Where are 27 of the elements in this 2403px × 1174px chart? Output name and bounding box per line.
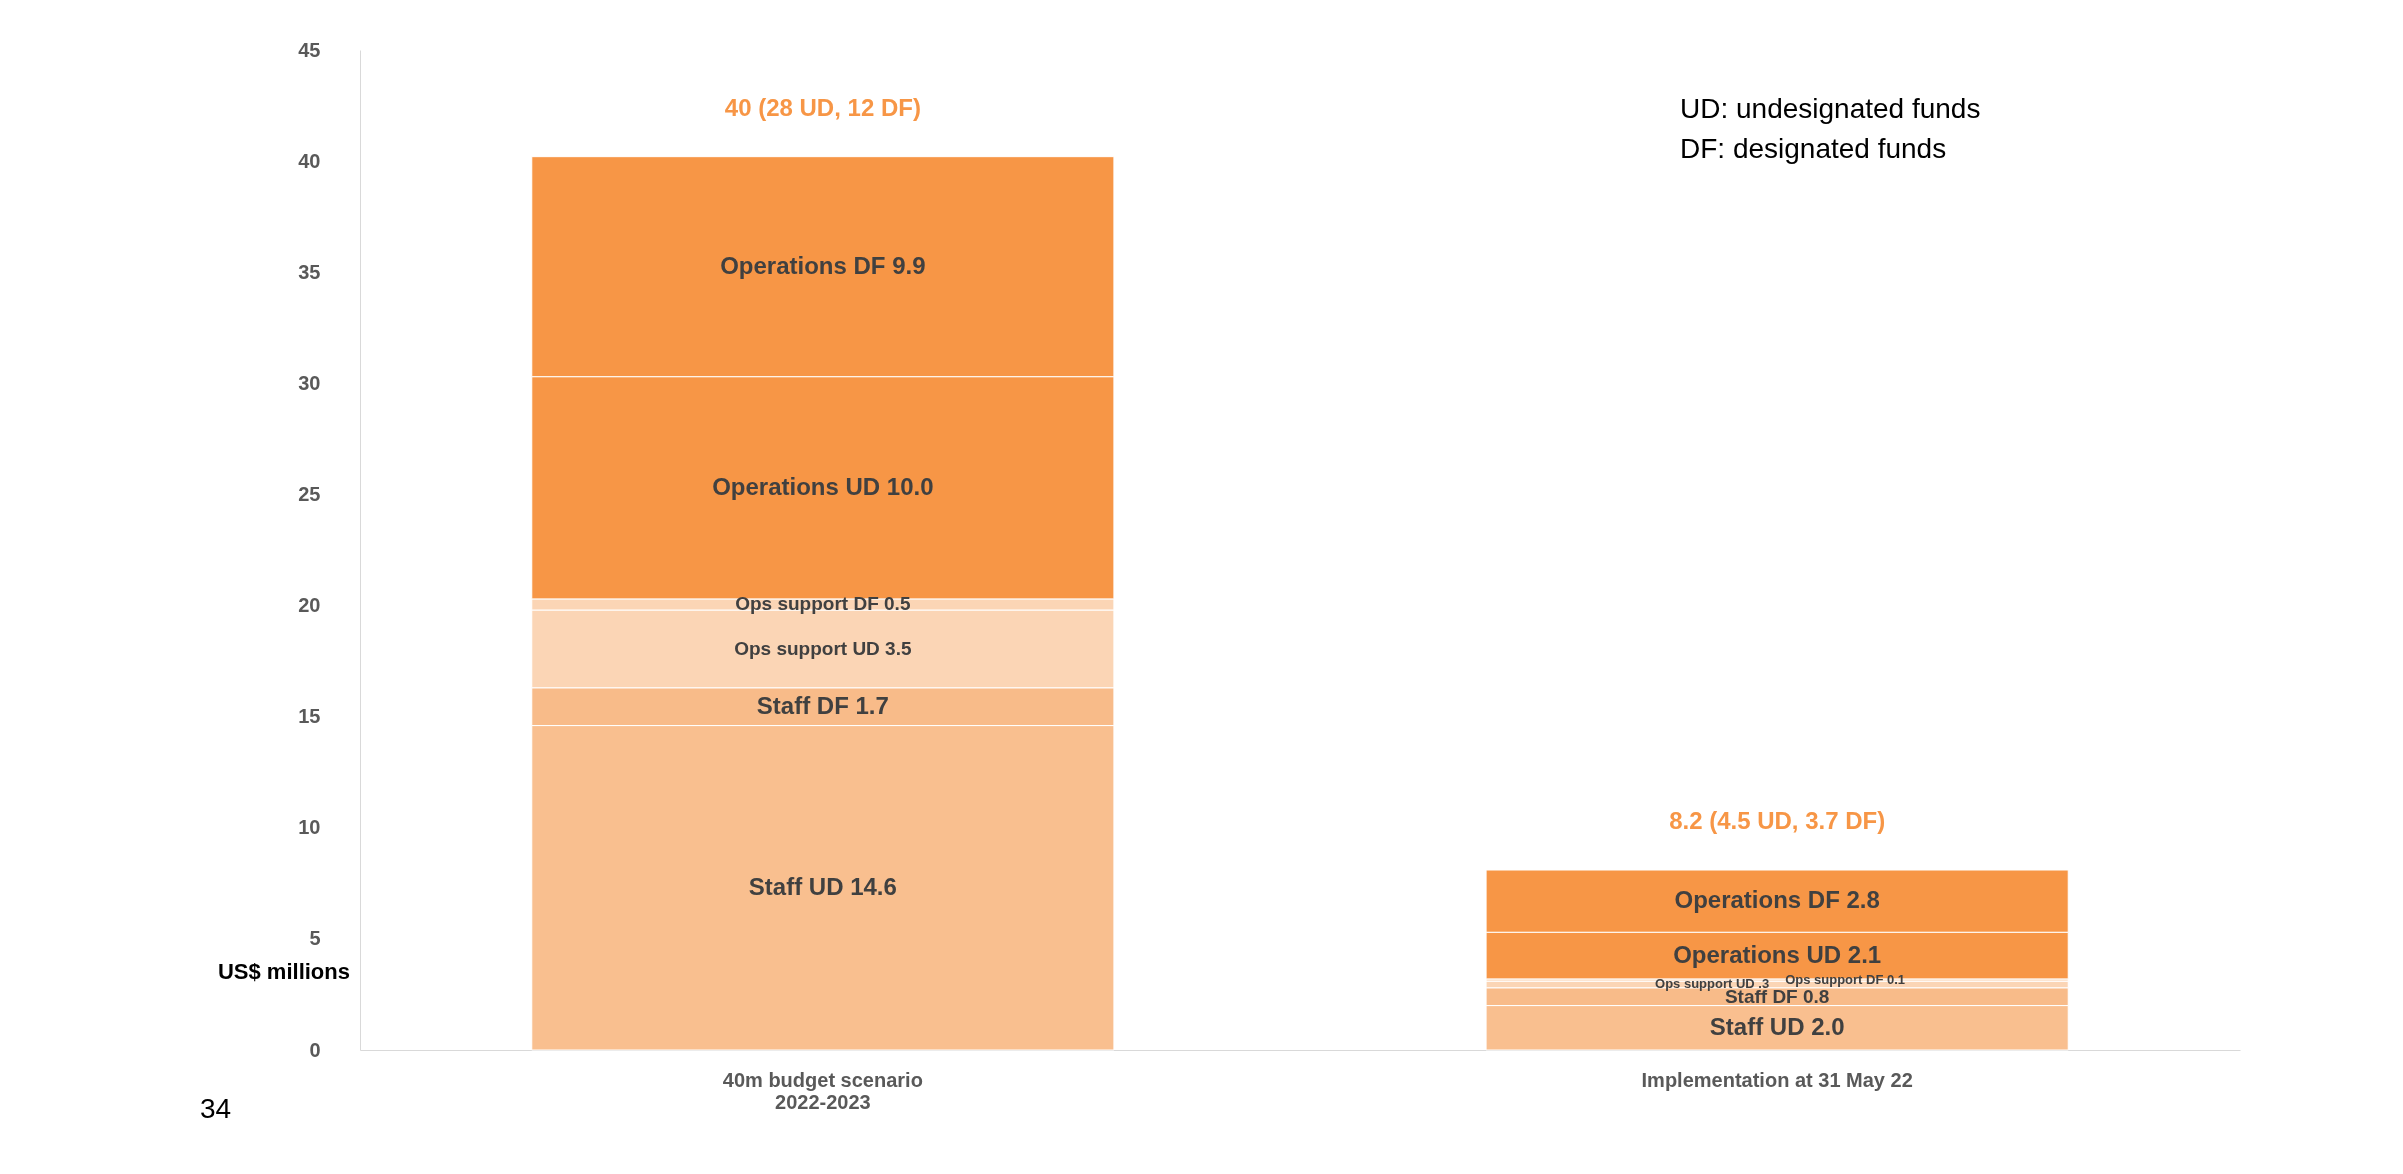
x-tick-label: Implementation at 31 May 22 <box>1641 1068 1913 1091</box>
y-tick-label: 45 <box>298 38 321 61</box>
total-label: 40 (28 UD, 12 DF) <box>724 93 921 121</box>
y-tick-label: 10 <box>298 816 321 839</box>
y-tick-label: 20 <box>298 594 321 617</box>
y-tick-label: 15 <box>298 705 321 728</box>
y-tick-label: 30 <box>298 371 321 394</box>
x-tick-label: 40m budget scenario 2022-2023 <box>722 1068 923 1113</box>
y-axis-title: US$ millions <box>217 959 350 985</box>
y-tick-label: 25 <box>298 482 321 505</box>
y-tick-label: 35 <box>298 260 321 283</box>
annotation: DF: designated funds <box>1680 133 1947 164</box>
data-label: Operations UD 10.0 <box>712 472 934 500</box>
data-label: Staff UD 14.6 <box>748 872 897 900</box>
total-label: 8.2 (4.5 UD, 3.7 DF) <box>1669 807 1886 834</box>
annotation: UD: undesignated funds <box>1680 93 1981 124</box>
y-tick-label: 5 <box>309 927 321 950</box>
data-label: Ops support UD 3.5 <box>734 637 912 659</box>
data-label: Operations UD 2.1 <box>1673 940 1882 968</box>
data-label: Staff UD 2.0 <box>1709 1012 1845 1040</box>
data-label: Ops support DF 0.5 <box>735 593 911 615</box>
data-label: Operations DF 2.8 <box>1674 886 1880 914</box>
data-label: Staff DF 1.7 <box>756 691 889 719</box>
text: 34 <box>200 1093 232 1124</box>
y-tick-label: 0 <box>309 1038 321 1061</box>
y-tick-label: 40 <box>298 149 321 172</box>
data-label: Operations DF 9.9 <box>720 251 926 279</box>
